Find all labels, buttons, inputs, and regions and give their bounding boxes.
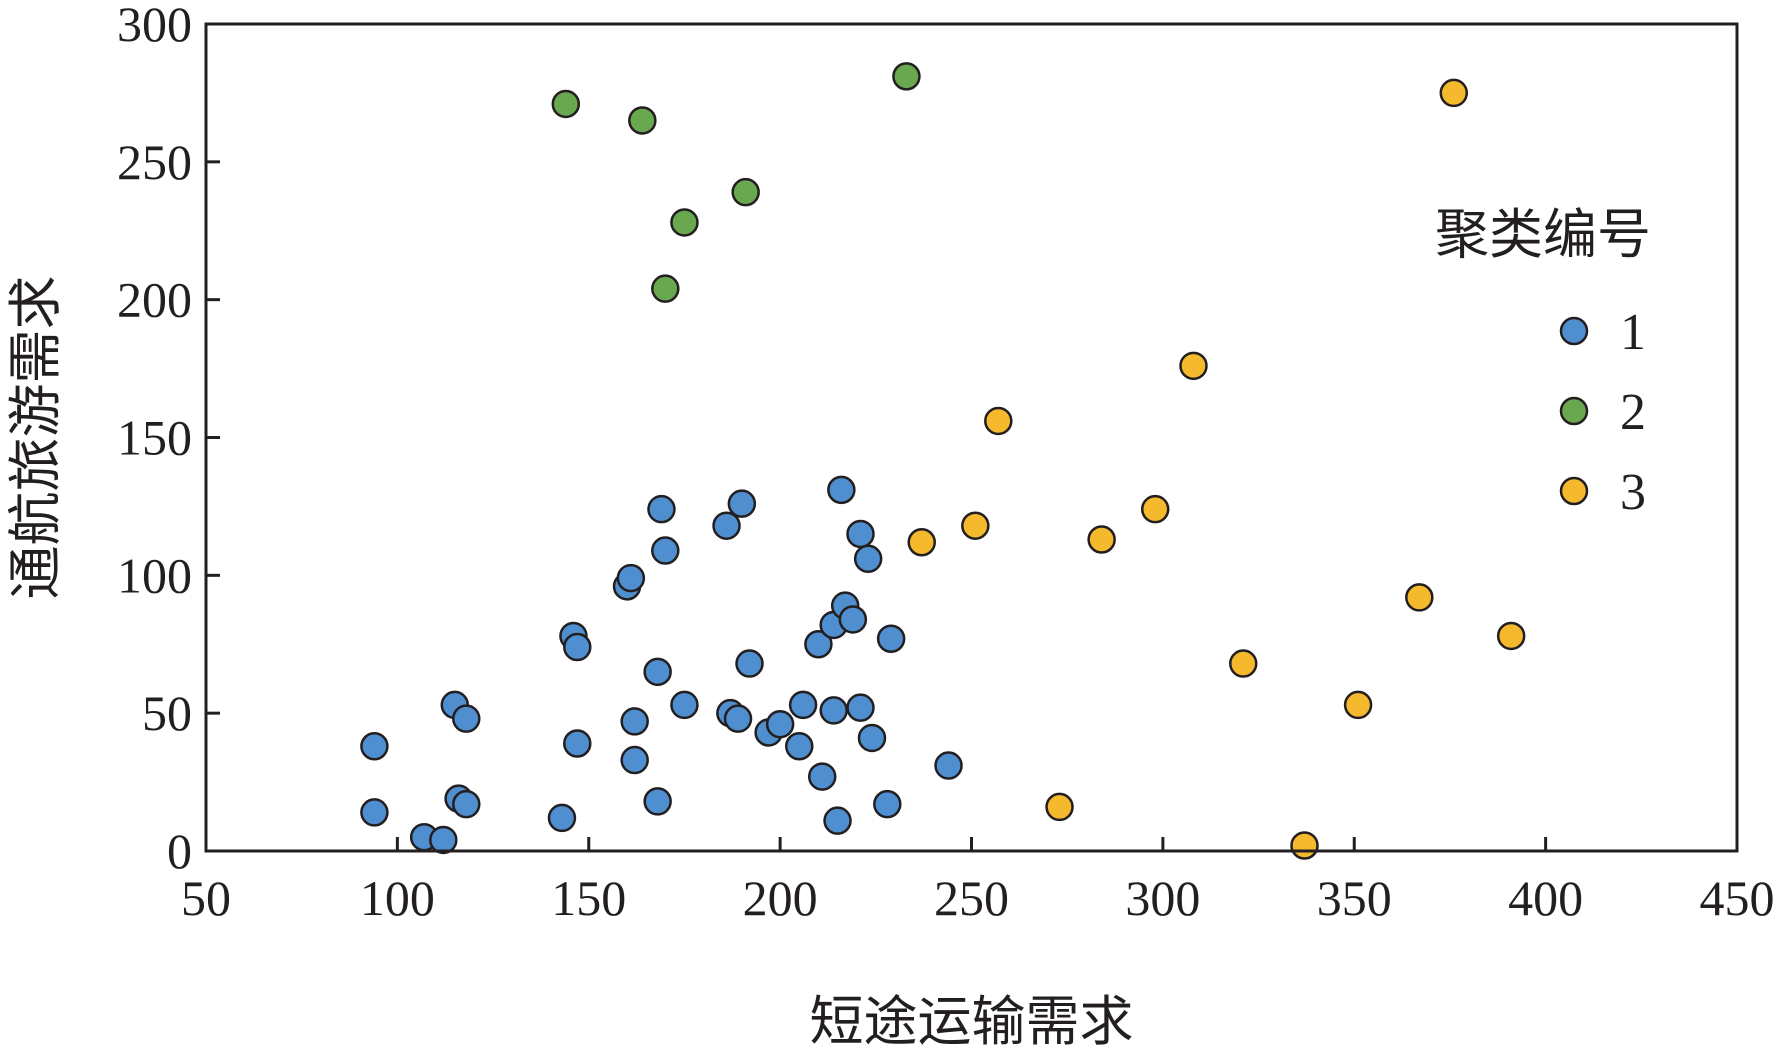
data-point-cluster-1 xyxy=(873,789,902,819)
data-point-cluster-1 xyxy=(643,787,672,816)
data-point-cluster-1 xyxy=(838,605,868,634)
data-point-cluster-3 xyxy=(961,511,990,540)
data-point-cluster-1 xyxy=(846,519,875,549)
data-point-cluster-1 xyxy=(857,723,887,753)
data-point-cluster-1 xyxy=(827,475,856,505)
data-point-cluster-1 xyxy=(723,704,753,733)
x-tick-label: 100 xyxy=(360,870,435,926)
data-point-cluster-3 xyxy=(1439,78,1469,108)
legend: 聚类编号 1 2 3 xyxy=(1435,203,1651,521)
data-point-cluster-1 xyxy=(712,511,741,540)
x-tick-label: 450 xyxy=(1700,870,1775,926)
data-point-cluster-1 xyxy=(735,649,764,678)
data-point-cluster-1 xyxy=(823,806,852,835)
x-tick-label: 200 xyxy=(743,870,818,926)
data-point-cluster-1 xyxy=(547,803,577,833)
data-point-cluster-1 xyxy=(643,657,672,687)
x-axis-title: 短途运输需求 xyxy=(810,990,1134,1053)
x-axis: 50 100 150 200 250 300 350 400 450 xyxy=(181,837,1775,926)
y-tick-label: 200 xyxy=(117,272,192,328)
data-point-cluster-1 xyxy=(804,630,833,659)
data-point-cluster-3 xyxy=(1496,621,1526,651)
data-point-cluster-1 xyxy=(563,632,592,662)
data-point-cluster-1 xyxy=(727,489,757,518)
legend-marker-2 xyxy=(1559,396,1589,426)
y-tick-label: 0 xyxy=(167,823,192,879)
data-point-cluster-1 xyxy=(853,544,883,574)
y-tick-label: 300 xyxy=(117,0,192,52)
legend-marker-3 xyxy=(1559,476,1589,506)
y-tick-label: 50 xyxy=(142,685,192,741)
data-point-cluster-1 xyxy=(846,693,875,722)
x-tick-label: 150 xyxy=(551,870,626,926)
data-point-cluster-3 xyxy=(1405,583,1434,612)
data-point-cluster-2 xyxy=(731,177,760,207)
data-point-cluster-1 xyxy=(788,690,818,720)
data-point-cluster-1 xyxy=(934,751,963,780)
data-point-cluster-3 xyxy=(1087,525,1116,554)
plot-frame xyxy=(204,22,1739,853)
data-point-cluster-3 xyxy=(1290,831,1319,860)
legend-title: 聚类编号 xyxy=(1435,203,1651,266)
x-tick-label: 250 xyxy=(934,870,1009,926)
data-points-layer xyxy=(360,62,1526,860)
data-point-cluster-3 xyxy=(1343,690,1373,720)
y-axis-title: 通航旅游需求 xyxy=(4,276,67,600)
legend-label-1: 1 xyxy=(1620,304,1646,361)
data-point-cluster-1 xyxy=(360,731,389,761)
legend-items: 1 2 3 xyxy=(1559,304,1646,521)
data-point-cluster-1 xyxy=(785,731,814,761)
data-point-cluster-2 xyxy=(551,89,581,119)
data-point-cluster-3 xyxy=(1140,494,1170,524)
data-point-cluster-1 xyxy=(452,704,481,733)
data-point-cluster-1 xyxy=(651,536,680,565)
data-point-cluster-2 xyxy=(651,274,680,303)
data-point-cluster-1 xyxy=(647,494,676,524)
data-point-cluster-1 xyxy=(620,707,649,736)
data-point-cluster-3 xyxy=(1229,649,1258,678)
data-point-cluster-1 xyxy=(807,762,837,791)
data-point-cluster-3 xyxy=(1179,351,1208,381)
y-axis: 0 50 100 150 200 250 300 xyxy=(117,0,220,879)
x-tick-label: 350 xyxy=(1317,870,1392,926)
data-point-cluster-1 xyxy=(563,729,592,758)
y-tick-label: 250 xyxy=(117,134,192,190)
data-point-cluster-1 xyxy=(360,798,389,827)
data-point-cluster-2 xyxy=(628,106,657,135)
data-point-cluster-2 xyxy=(670,208,699,237)
data-point-cluster-1 xyxy=(819,696,848,725)
data-point-cluster-2 xyxy=(892,62,921,91)
x-tick-label: 50 xyxy=(181,870,231,926)
data-point-cluster-1 xyxy=(670,690,699,720)
legend-label-3: 3 xyxy=(1620,464,1646,521)
data-point-cluster-1 xyxy=(452,789,481,819)
y-tick-label: 100 xyxy=(117,547,192,603)
data-point-cluster-3 xyxy=(907,528,936,557)
data-point-cluster-1 xyxy=(876,624,906,653)
data-point-cluster-3 xyxy=(984,406,1013,436)
data-point-cluster-3 xyxy=(1045,792,1074,822)
data-point-cluster-1 xyxy=(616,563,646,593)
legend-label-2: 2 xyxy=(1620,384,1646,441)
x-tick-label: 400 xyxy=(1508,870,1583,926)
legend-marker-1 xyxy=(1559,316,1589,346)
data-point-cluster-1 xyxy=(765,709,795,739)
y-tick-label: 150 xyxy=(117,410,192,466)
x-tick-label: 300 xyxy=(1125,870,1200,926)
data-point-cluster-1 xyxy=(429,825,458,855)
data-point-cluster-1 xyxy=(620,745,649,775)
